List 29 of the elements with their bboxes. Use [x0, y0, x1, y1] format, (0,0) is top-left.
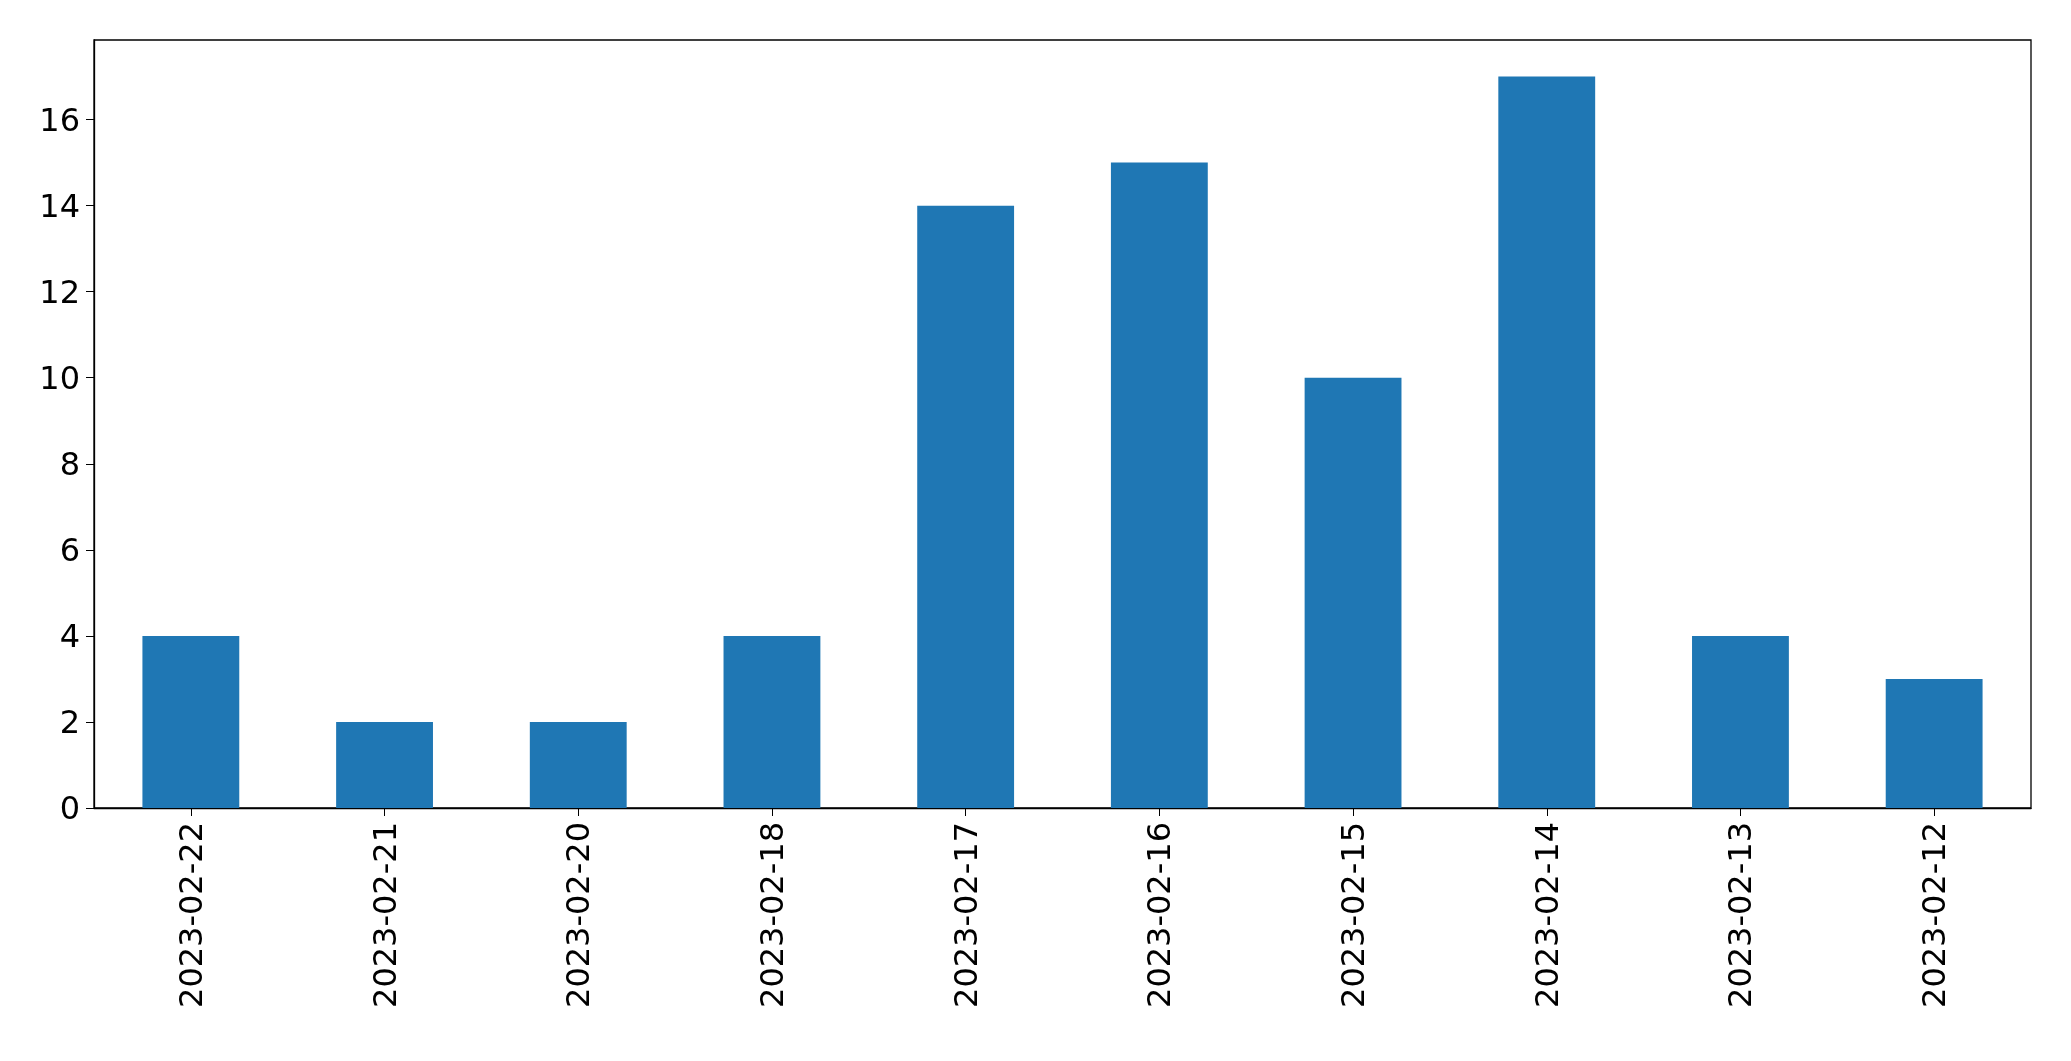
x-tick-label: 2023-02-20: [559, 822, 598, 1008]
bar: [1692, 635, 1789, 808]
bar: [1885, 678, 1983, 808]
x-tick-label: 2023-02-18: [752, 822, 791, 1008]
y-tick-label: 6: [59, 530, 80, 569]
x-tick-label: 2023-02-13: [1721, 822, 1760, 1008]
y-tick-label: 2: [59, 702, 80, 741]
y-tick-label: 8: [59, 444, 80, 483]
x-tick-label: 2023-02-15: [1334, 822, 1373, 1008]
x-tick-label: 2023-02-22: [171, 822, 210, 1008]
y-tick-label: 4: [59, 616, 80, 655]
bar: [1110, 162, 1208, 808]
x-tick-label: 2023-02-17: [946, 822, 985, 1008]
x-tick-label: 2023-02-16: [1140, 822, 1179, 1008]
y-tick-label: 12: [39, 272, 80, 311]
y-tick-label: 0: [59, 789, 80, 827]
x-tick-label: 2023-02-12: [1915, 822, 1954, 1008]
y-tick-label: 16: [39, 100, 80, 139]
x-tick-label: 2023-02-21: [365, 822, 404, 1008]
bar: [1304, 377, 1402, 808]
bar: [142, 635, 240, 808]
bar: [723, 635, 821, 808]
bar: [336, 721, 433, 808]
y-tick-label: 14: [39, 186, 80, 225]
x-tick-label: 2023-02-14: [1527, 822, 1566, 1008]
bar: [917, 205, 1015, 808]
y-tick-label: 10: [39, 358, 80, 397]
bar: [529, 721, 627, 808]
bar: [1498, 76, 1596, 808]
